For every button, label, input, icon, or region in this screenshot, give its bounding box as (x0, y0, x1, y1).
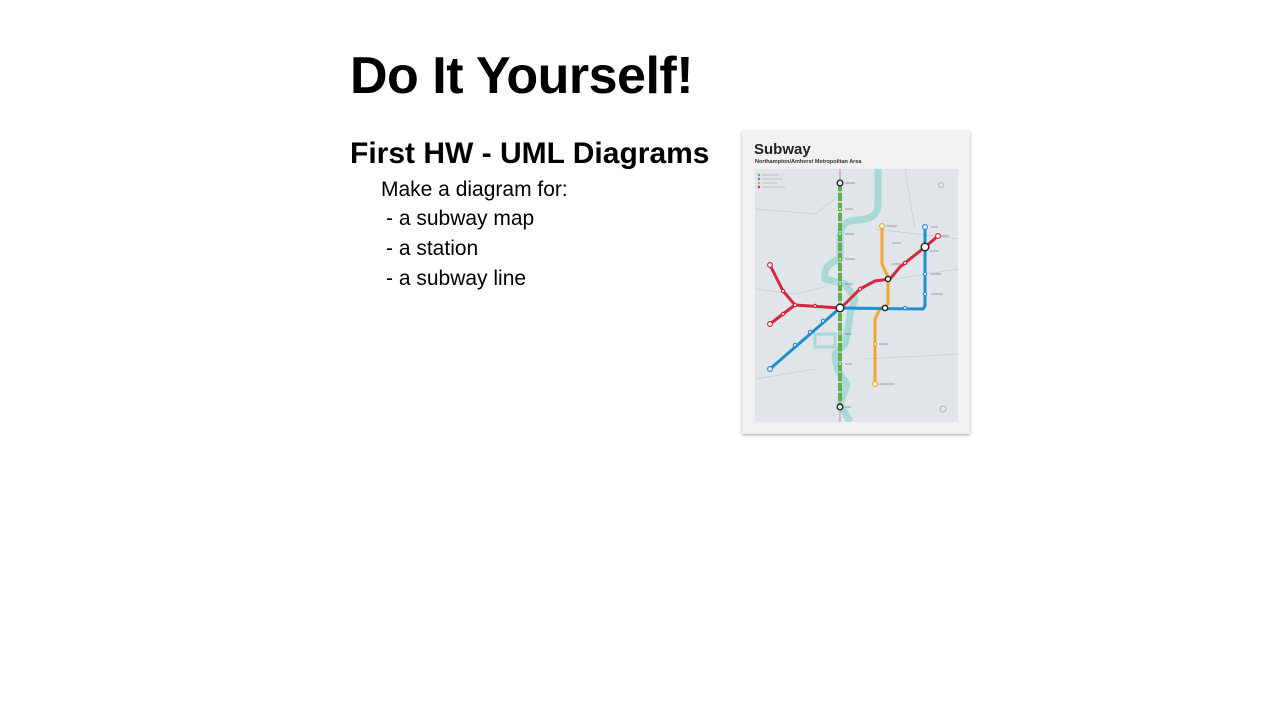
subway-map-illustration (755, 169, 958, 422)
bullet-item: - a subway map (386, 207, 535, 230)
slide-subtitle: First HW - UML Diagrams (350, 137, 710, 170)
orange-line (873, 226, 890, 384)
bullet-item: - a station (386, 237, 479, 260)
blue-line (769, 227, 927, 371)
red-line-left (768, 264, 841, 326)
slide-title: Do It Yourself! (350, 47, 694, 105)
bullet-item: - a subway line (386, 267, 527, 290)
bullet-list: - a subway map - a station - a subway li… (386, 204, 534, 294)
slide-intro-text: Make a diagram for: (381, 178, 568, 201)
poster-subtitle: Northampton/Amherst Metropolitan Area (755, 159, 862, 165)
subway-map-graphic (755, 169, 958, 422)
subway-map-poster-image: Subway Northampton/Amherst Metropolitan … (742, 131, 970, 434)
poster-title: Subway (754, 141, 811, 158)
